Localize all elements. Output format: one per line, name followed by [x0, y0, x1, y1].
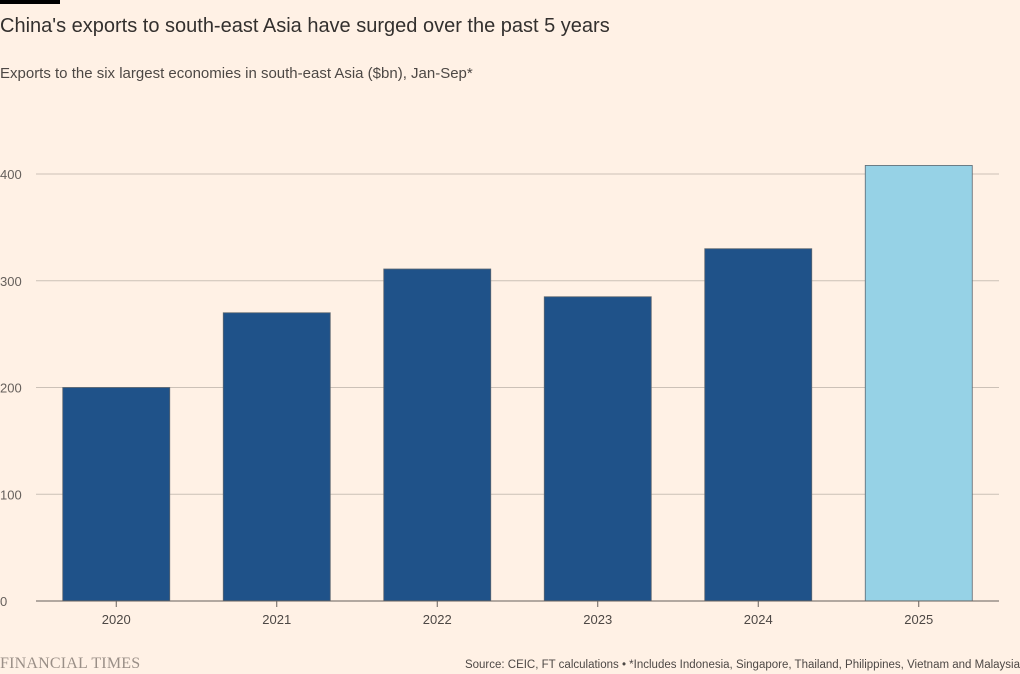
- x-tick-label: 2020: [102, 612, 131, 627]
- chart-title: China's exports to south-east Asia have …: [0, 15, 610, 37]
- ft-logo: FINANCIAL TIMES: [0, 655, 141, 672]
- x-tick-label: 2022: [423, 612, 452, 627]
- y-tick-label: 0: [0, 594, 7, 609]
- x-tick-label: 2025: [904, 612, 933, 627]
- source-note: Source: CEIC, FT calculations • *Include…: [464, 659, 1020, 671]
- gridlines: 0 100 200 300 400: [0, 167, 999, 609]
- x-tick-label: 2024: [744, 612, 773, 627]
- y-tick-label: 100: [0, 487, 22, 502]
- y-tick-label: 300: [0, 274, 22, 289]
- bars: [62, 165, 973, 602]
- x-tick-label: 2023: [583, 612, 612, 627]
- chart-subtitle: Exports to the six largest economies in …: [0, 65, 473, 82]
- y-tick-label: 200: [0, 381, 22, 396]
- x-axis: 2020 2021 2022 2023 2024 2025: [36, 600, 999, 627]
- bar-2021: [222, 312, 331, 602]
- top-rule: [0, 0, 60, 4]
- x-tick-label: 2021: [262, 612, 291, 627]
- bar-2025: [864, 165, 973, 602]
- bar-2022: [383, 268, 492, 602]
- bar-2020: [62, 387, 171, 602]
- bar-2024: [704, 248, 813, 602]
- bar-2023: [543, 296, 652, 602]
- y-tick-label: 400: [0, 167, 22, 182]
